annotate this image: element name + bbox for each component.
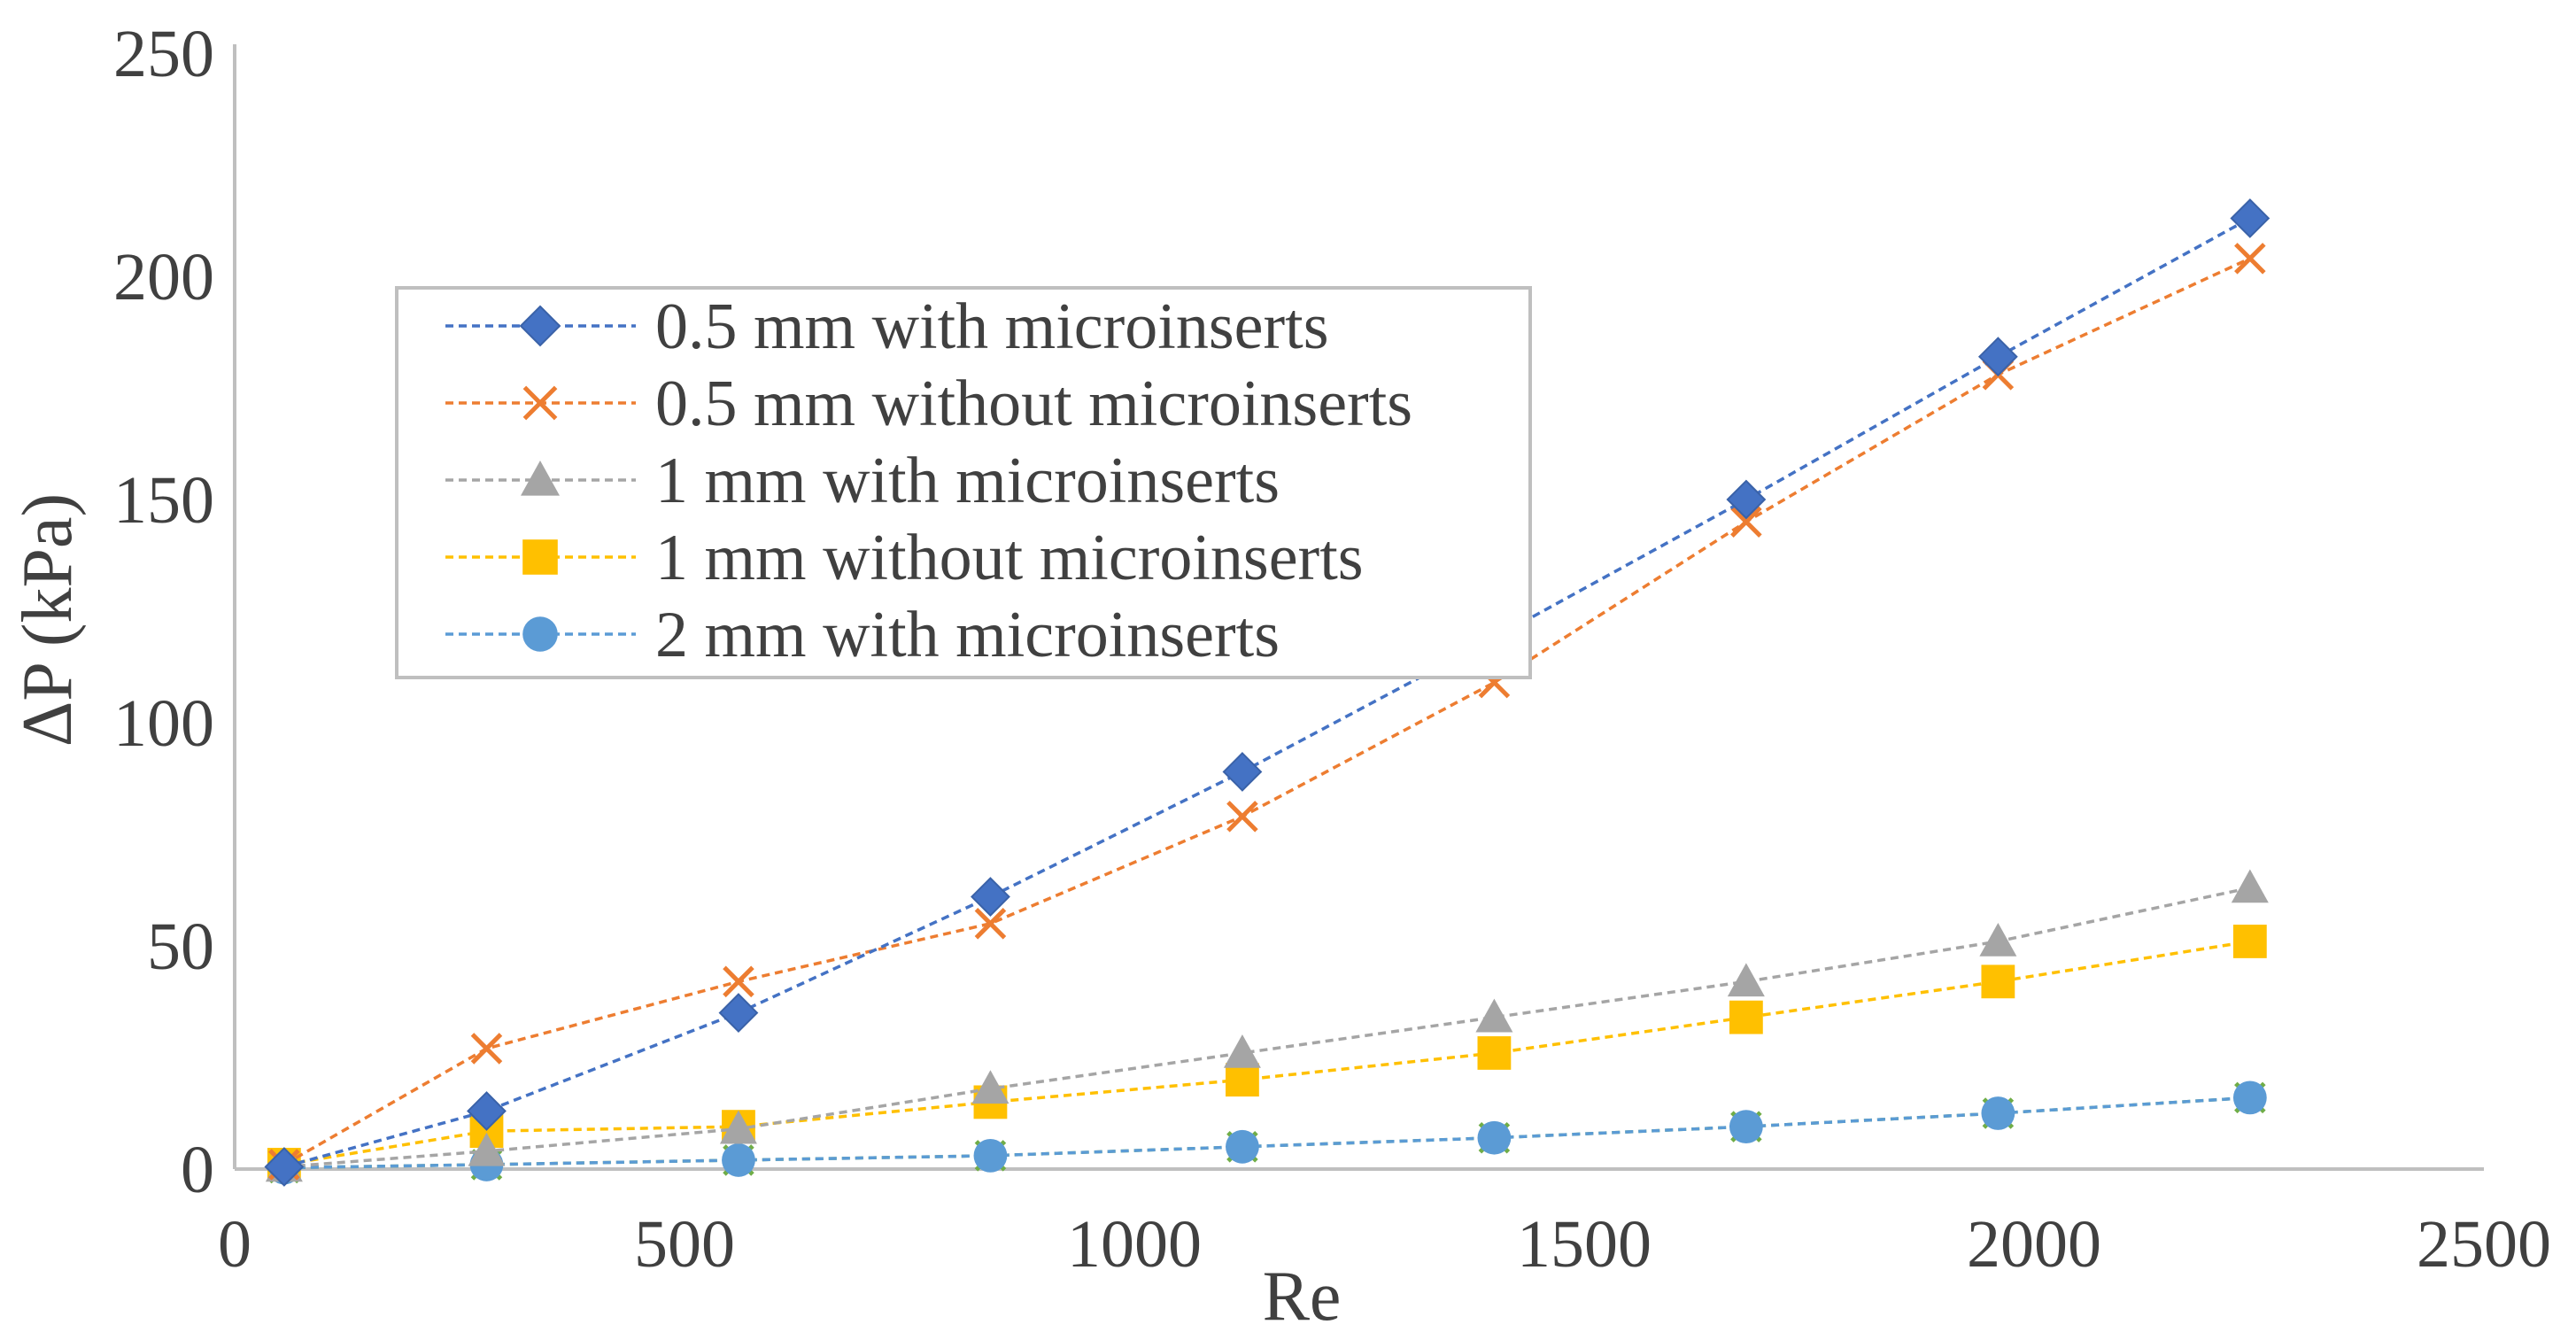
- data-point: [1977, 337, 2018, 377]
- data-point: [467, 1091, 507, 1131]
- data-point: [974, 908, 1007, 940]
- data-point: [1981, 964, 2015, 999]
- data-point: [1979, 922, 2017, 957]
- data-point: [1223, 1034, 1261, 1068]
- data-point: [1981, 1096, 2015, 1130]
- data-point: [722, 1143, 755, 1177]
- legend-label: 2 mm with microinserts: [655, 599, 1280, 671]
- data-point: [1729, 1110, 1763, 1144]
- data-point: [971, 877, 1010, 917]
- data-point: [2231, 869, 2269, 903]
- y-tick-label: 200: [113, 240, 214, 314]
- data-point: [971, 1070, 1010, 1104]
- data-point: [264, 1147, 305, 1187]
- x-tick-label: 1500: [1517, 1207, 1652, 1282]
- data-point: [718, 993, 759, 1034]
- data-point: [1226, 1129, 1259, 1164]
- legend-label: 1 mm with microinserts: [655, 445, 1280, 517]
- legend-label: 0.5 mm with microinserts: [655, 290, 1329, 363]
- x-axis-title: Re: [1263, 1258, 1342, 1336]
- data-point: [2234, 243, 2266, 275]
- y-tick-label: 150: [113, 463, 214, 538]
- y-tick-label: 0: [181, 1133, 214, 1207]
- x-tick-label: 1000: [1067, 1207, 1202, 1282]
- legend-marker: [522, 385, 558, 421]
- series-layer: [264, 198, 2270, 1187]
- legend-entry: 0.5 mm with microinserts: [445, 290, 1329, 363]
- data-point: [2232, 925, 2267, 958]
- data-point: [2230, 198, 2270, 238]
- x-tick-labels: 0 500 1000 1500 2000 2500: [218, 1207, 2551, 1282]
- x-tick-label: 2000: [1967, 1207, 2101, 1282]
- data-point: [723, 965, 754, 998]
- data-point: [1226, 801, 1258, 833]
- legend-marker: [522, 539, 558, 575]
- legend-box: [395, 286, 1532, 679]
- series-1: [264, 198, 2270, 1187]
- x-tick-label: 0: [218, 1207, 251, 1282]
- data-point: [1226, 1063, 1259, 1097]
- data-point: [1222, 752, 1263, 792]
- data-point: [1727, 963, 1765, 997]
- y-tick-label: 250: [113, 17, 214, 91]
- data-point: [2232, 1081, 2267, 1115]
- x-tick-label: 2500: [2417, 1207, 2551, 1282]
- data-point: [719, 1110, 757, 1144]
- data-point: [1730, 506, 1762, 538]
- data-point: [1475, 998, 1513, 1033]
- axes: [233, 44, 2484, 1171]
- legend-label: 1 mm without microinserts: [655, 522, 1364, 594]
- data-point: [470, 1033, 503, 1065]
- legend-marker: [522, 616, 558, 652]
- y-tick-labels: 0 50 100 150 200 250: [113, 17, 214, 1207]
- legend-entry: 1 mm without microinserts: [445, 522, 1364, 594]
- legend-marker: [521, 461, 560, 496]
- legend-entry: 1 mm with microinserts: [445, 445, 1280, 517]
- data-point: [468, 1132, 506, 1166]
- data-point: [1477, 1120, 1512, 1155]
- data-point: [1477, 1036, 1512, 1070]
- legend-marker: [519, 305, 561, 347]
- legend-entry: 2 mm with microinserts: [445, 599, 1280, 671]
- legend-entry: 0.5 mm without microinserts: [445, 368, 1412, 440]
- y-tick-label: 100: [113, 686, 214, 761]
- y-axis-title: ΔP (kPa): [9, 493, 87, 747]
- x-tick-label: 500: [634, 1207, 735, 1282]
- data-point: [973, 1138, 1008, 1173]
- data-point: [1726, 479, 1767, 520]
- legend-label: 0.5 mm without microinserts: [655, 368, 1412, 440]
- data-point: [1729, 1000, 1763, 1034]
- y-tick-label: 50: [147, 910, 214, 984]
